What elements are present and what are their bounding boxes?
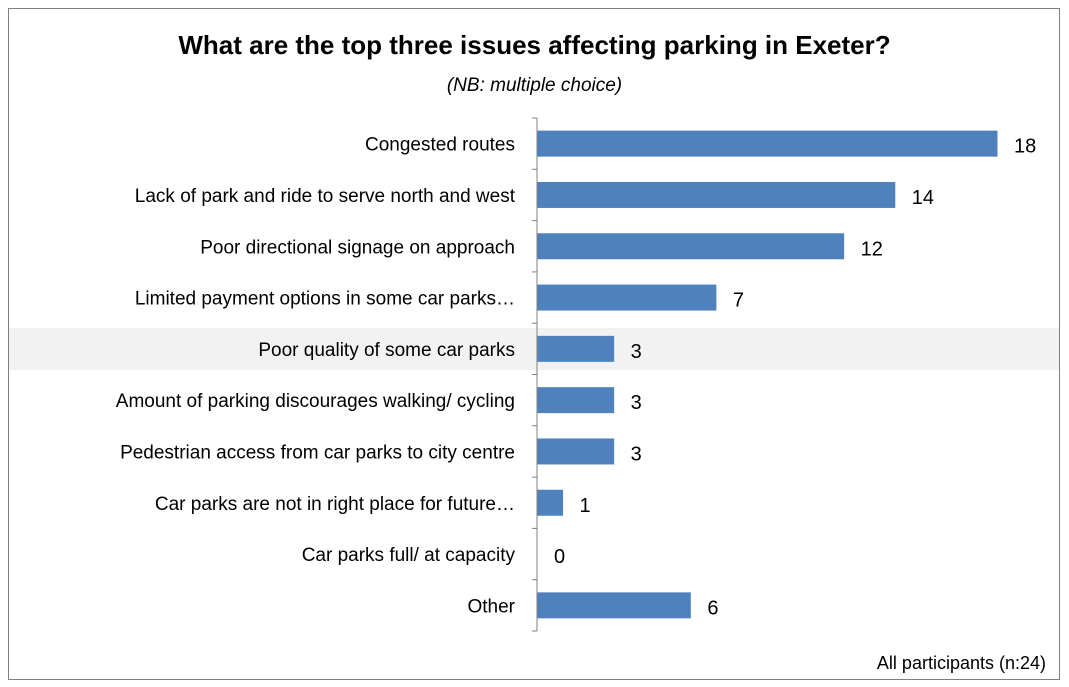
bar xyxy=(537,335,615,362)
category-label: Car parks full/ at capacity xyxy=(302,545,516,566)
bar xyxy=(537,284,717,311)
category-label: Poor directional signage on approach xyxy=(200,237,515,258)
bar xyxy=(537,489,564,516)
category-label: Car parks are not in right place for fut… xyxy=(155,494,515,515)
highlight-band xyxy=(9,328,1059,370)
value-label: 3 xyxy=(631,443,642,465)
bar xyxy=(537,181,896,208)
bar xyxy=(537,592,691,619)
bar xyxy=(537,438,615,465)
bar xyxy=(537,387,615,414)
category-label: Lack of park and ride to serve north and… xyxy=(135,186,516,207)
value-label: 0 xyxy=(554,546,565,568)
value-label: 12 xyxy=(861,238,883,260)
category-label: Congested routes xyxy=(365,135,515,156)
value-label: 18 xyxy=(1014,136,1036,158)
category-label: Other xyxy=(467,596,515,617)
value-label: 1 xyxy=(580,495,591,517)
value-label: 3 xyxy=(631,392,642,414)
value-label: 3 xyxy=(631,341,642,363)
footnote: All participants (n:24) xyxy=(876,653,1046,673)
bars xyxy=(537,130,998,619)
chart-title: What are the top three issues affecting … xyxy=(178,30,891,60)
value-labels: 18 14 12 7 3 3 3 1 0 6 xyxy=(554,136,1036,620)
category-labels: Congested routes Lack of park and ride to… xyxy=(116,135,516,618)
bar xyxy=(537,130,998,157)
chart-subtitle: (NB: multiple choice) xyxy=(446,75,623,96)
value-label: 6 xyxy=(707,597,718,619)
value-label: 14 xyxy=(912,187,934,209)
category-label: Amount of parking discourages walking/ c… xyxy=(116,391,515,412)
category-label: Poor quality of some car parks xyxy=(258,340,515,361)
value-label: 7 xyxy=(733,290,744,312)
bar xyxy=(537,233,845,260)
category-axis xyxy=(532,117,538,632)
category-label: Limited payment options in some car park… xyxy=(135,289,515,310)
category-label: Pedestrian access from car parks to city… xyxy=(120,442,515,463)
